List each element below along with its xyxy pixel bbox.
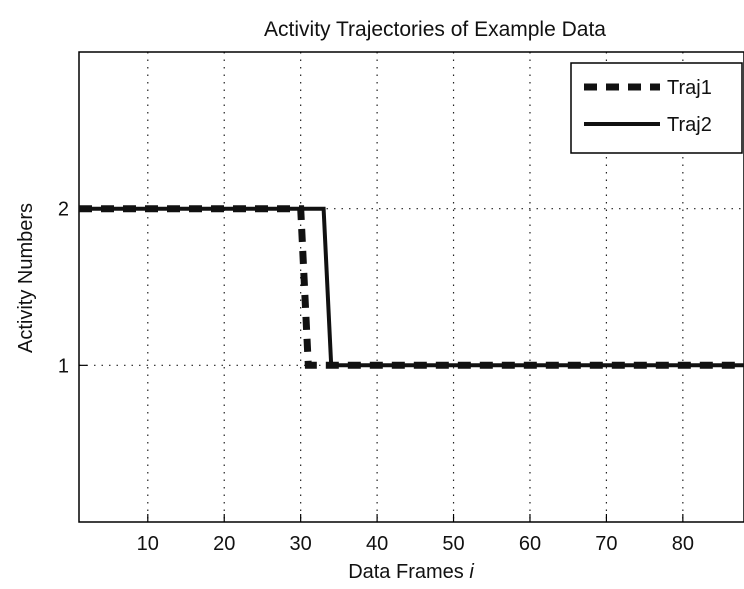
series-line-traj2 (79, 206, 744, 368)
x-tick-label: 80 (672, 533, 694, 555)
plot-area-frame (78, 51, 744, 523)
legend-label-traj1: Traj1 (667, 77, 712, 99)
y-tick-label: 1 (58, 355, 69, 377)
chart-title: Activity Trajectories of Example Data (264, 18, 606, 41)
series-layer (79, 205, 744, 369)
series-line-traj1 (79, 205, 744, 369)
x-axis-ticks: 10 20 30 40 50 60 70 80 (137, 514, 694, 555)
y-axis-ticks: 12 (58, 199, 87, 377)
x-tick-label: 70 (595, 533, 617, 555)
x-tick-label: 20 (213, 533, 235, 555)
x-tick-label: 60 (519, 533, 541, 555)
legend-box (570, 62, 743, 154)
y-axis-label: Activity Numbers (15, 203, 37, 353)
x-tick-label: 30 (290, 533, 312, 555)
x-tick-label: 10 (137, 533, 159, 555)
legend: Traj1 Traj2 (570, 62, 743, 154)
x-tick-label: 50 (442, 533, 464, 555)
y-tick-label: 2 (58, 199, 69, 221)
x-tick-label: 40 (366, 533, 388, 555)
legend-label-traj2: Traj2 (667, 114, 712, 136)
x-axis-label: Data Frames i (348, 561, 474, 583)
